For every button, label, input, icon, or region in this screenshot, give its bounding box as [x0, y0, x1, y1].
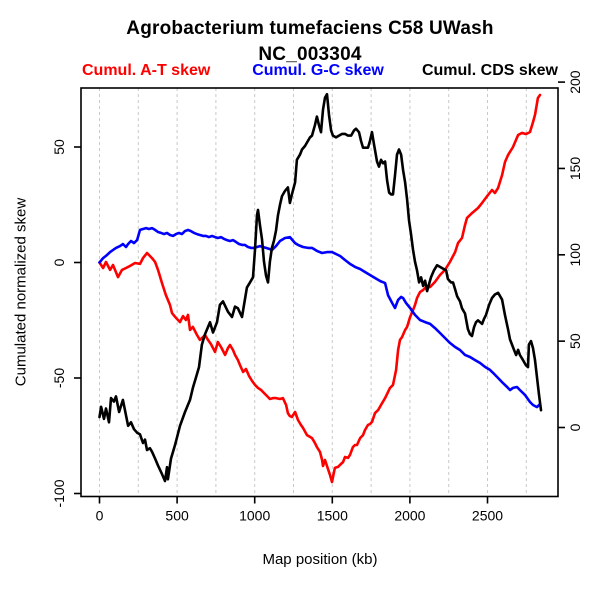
x-tick-label: 1000 — [239, 508, 270, 524]
x-tick-label: 0 — [96, 508, 104, 524]
y-left-tick-label: -100 — [51, 479, 67, 507]
x-tick-label: 2000 — [394, 508, 425, 524]
x-tick-label: 2500 — [472, 508, 503, 524]
y-axis-label: Cumulated normalized skew — [12, 197, 30, 387]
chart-title-line1: Agrobacterium tumefaciens C58 UWash — [126, 18, 494, 39]
x-axis-label: Map position (kb) — [262, 551, 378, 568]
y-right-tick-label: 200 — [567, 70, 583, 94]
y-right-tick-label: 150 — [567, 157, 583, 181]
chart-title-line2: NC_003304 — [258, 44, 362, 65]
y-right-tick-label: 0 — [567, 423, 583, 431]
plot-box — [80, 87, 559, 498]
series-line-at-skew — [98, 93, 542, 484]
x-tick-label: 1500 — [317, 508, 348, 524]
legend-cds-skew: Cumul. CDS skew — [421, 62, 558, 79]
y-left-tick-label: 0 — [51, 258, 67, 266]
y-left-tick-label: -50 — [51, 368, 67, 388]
series-line-gc-skew — [98, 226, 542, 409]
y-left-tick-label: 50 — [51, 139, 67, 155]
y-right-tick-label: 100 — [567, 243, 583, 267]
legend-at-skew: Cumul. A-T skew — [82, 62, 211, 79]
legend-gc-skew: Cumul. G-C skew — [252, 62, 384, 79]
series-line-cds-skew — [98, 92, 543, 483]
y-right-tick-label: 50 — [567, 333, 583, 349]
x-tick-label: 500 — [165, 508, 189, 524]
